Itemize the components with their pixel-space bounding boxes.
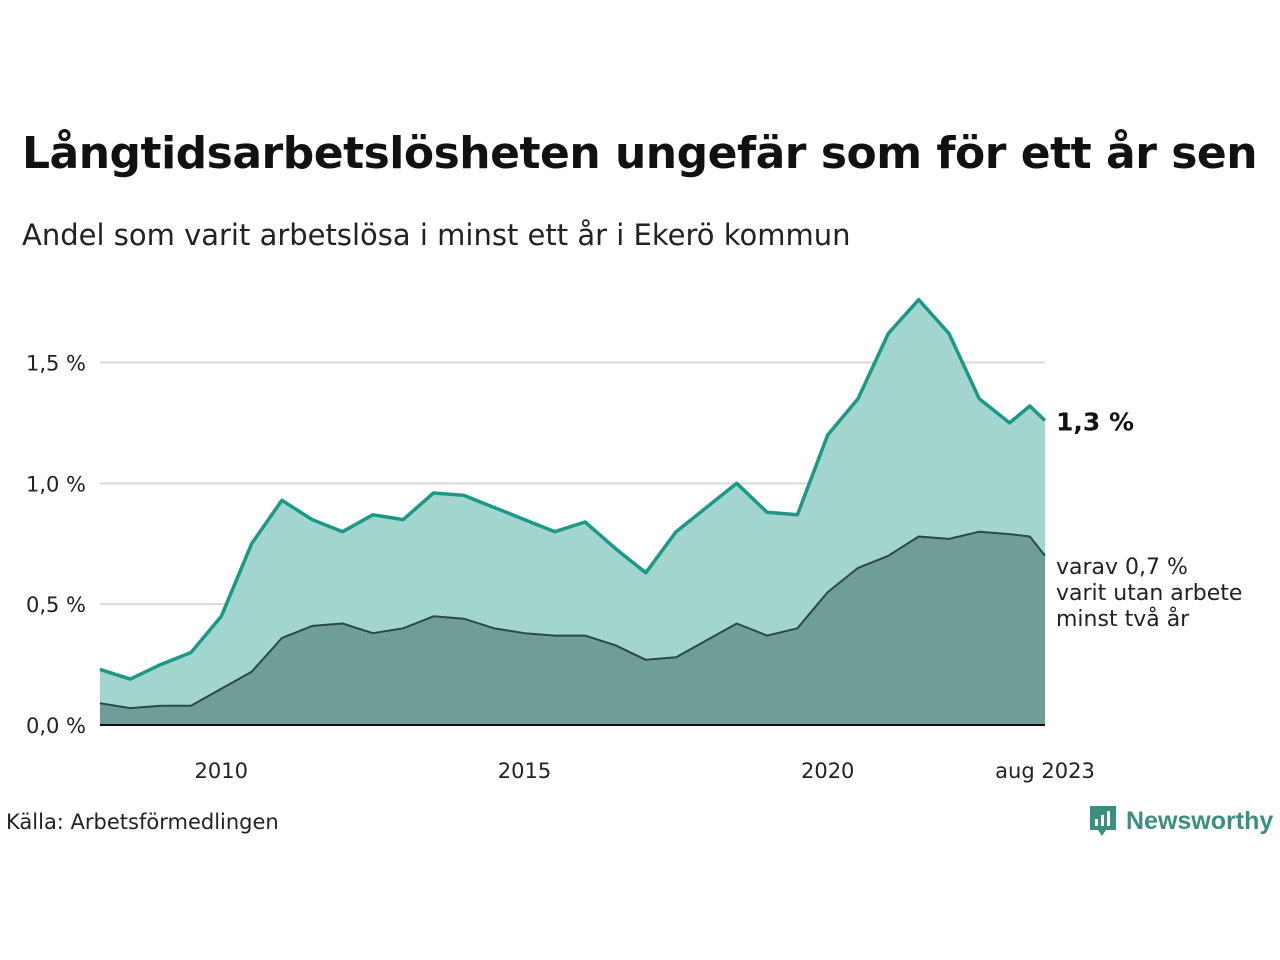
y-tick-label: 0,5 %	[26, 593, 86, 617]
chart-areas	[99, 297, 1047, 725]
long-series-area	[100, 531, 1045, 725]
long-term-label-line: varit utan arbete	[1056, 581, 1242, 606]
newsworthy-logo-icon	[1090, 806, 1116, 836]
chart-title: Långtidsarbetslösheten ungefär som för e…	[22, 128, 1258, 179]
total-series-line	[99, 297, 1047, 681]
axes: 0,0 % 0,5 % 1,0 % 1,5 % 2010 2015 2020 aug 2023	[26, 352, 1095, 784]
long-term-label-line: minst två år	[1056, 606, 1190, 632]
chart-subtitle: Andel som varit arbetslösa i minst ett å…	[22, 218, 851, 252]
y-tick-label: 0,0 %	[26, 714, 86, 738]
y-tick-label: 1,0 %	[26, 472, 86, 496]
x-tick-label: 2015	[498, 759, 551, 783]
x-tick-label: 2010	[195, 759, 248, 783]
source-note: Källa: Arbetsförmedlingen	[6, 810, 279, 834]
x-tick-label: 2020	[801, 759, 854, 783]
long-series-line	[99, 530, 1046, 710]
x-tick-label: aug 2023	[995, 759, 1095, 783]
last-value-label: 1,3 %	[1056, 408, 1134, 437]
brand-name: Newsworthy	[1126, 806, 1274, 835]
brand-logo: Newsworthy	[1088, 804, 1273, 838]
y-tick-label: 1,5 %	[26, 352, 86, 376]
area-chart: 0,0 % 0,5 % 1,0 % 1,5 % 2010 2015 2020 aug 2023…	[26, 297, 1242, 784]
long-term-label-line: varav 0,7 %	[1056, 555, 1188, 580]
